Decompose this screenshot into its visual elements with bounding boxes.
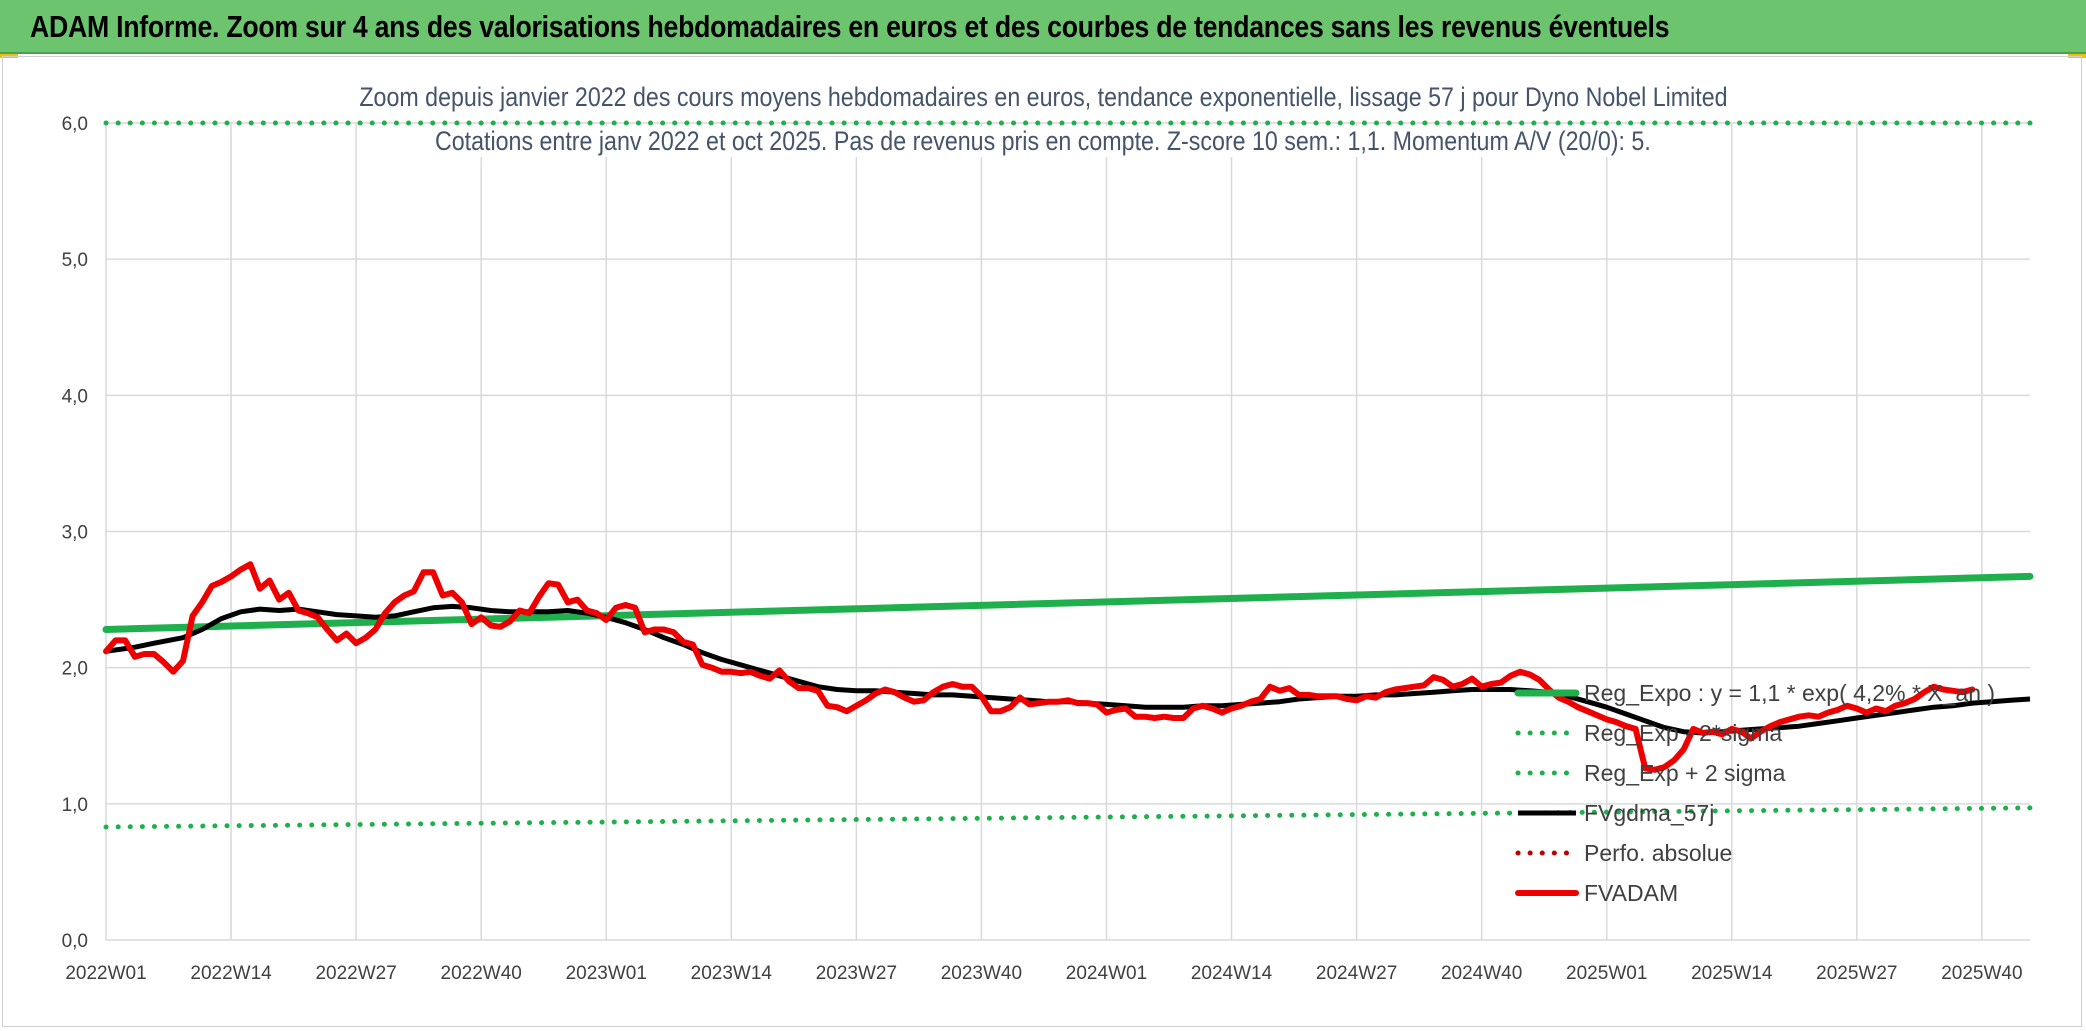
x-tick-label: 2022W27	[315, 963, 396, 984]
chart-title: Zoom depuis janvier 2022 des cours moyen…	[0, 82, 2086, 113]
legend-label: FVgdma_57j	[1584, 800, 1714, 826]
report-banner: ADAM Informe. Zoom sur 4 ans des valoris…	[0, 0, 2086, 54]
y-tick-label: 2,0	[62, 659, 88, 680]
y-tick-label: 5,0	[62, 250, 88, 271]
legend-label: FVADAM	[1584, 880, 1678, 906]
x-tick-label: 2022W14	[190, 963, 272, 984]
chart-subtitle-text: Cotations entre janv 2022 et oct 2025. P…	[428, 126, 1658, 157]
y-tick-label: 1,0	[62, 795, 88, 816]
legend-label: Perfo. absolue	[1584, 840, 1732, 866]
y-tick-label: 6,0	[62, 114, 88, 135]
x-tick-label: 2024W01	[1066, 963, 1147, 984]
legend-label: Reg_Exp - 2*sigma	[1584, 720, 1782, 746]
x-tick-label: 2023W40	[941, 963, 1022, 984]
chart-title-text: Zoom depuis janvier 2022 des cours moyen…	[352, 82, 1734, 113]
x-tick-label: 2023W14	[691, 963, 773, 984]
legend-label: Reg_Expo : y = 1,1 * exp( 4,2% * X_an )	[1584, 680, 1995, 706]
x-tick-label: 2024W40	[1441, 963, 1522, 984]
series-line-1	[103, 805, 2033, 830]
x-tick-label: 2022W01	[65, 963, 146, 984]
chart-subtitle: Cotations entre janv 2022 et oct 2025. P…	[0, 126, 2086, 157]
x-tick-label: 2025W14	[1691, 963, 1773, 984]
x-tick-label: 2023W01	[566, 963, 647, 984]
series-line-5	[103, 561, 1976, 773]
report-title: ADAM Informe. Zoom sur 4 ans des valoris…	[30, 9, 1670, 44]
y-tick-label: 4,0	[62, 386, 88, 407]
x-tick-label: 2024W27	[1316, 963, 1397, 984]
series-line-3	[105, 603, 2031, 736]
x-tick-label: 2025W01	[1566, 963, 1647, 984]
x-tick-label: 2025W27	[1816, 963, 1897, 984]
series-line-0	[102, 572, 2034, 633]
x-tick-label: 2025W40	[1941, 963, 2022, 984]
y-tick-label: 3,0	[62, 523, 88, 544]
chart-frame	[2, 56, 2082, 1027]
y-tick-label: 0,0	[62, 931, 88, 952]
x-tick-label: 2022W40	[441, 963, 522, 984]
legend-label: Reg_Exp + 2 sigma	[1584, 760, 1786, 786]
x-tick-label: 2023W27	[816, 963, 897, 984]
x-tick-label: 2024W14	[1191, 963, 1273, 984]
